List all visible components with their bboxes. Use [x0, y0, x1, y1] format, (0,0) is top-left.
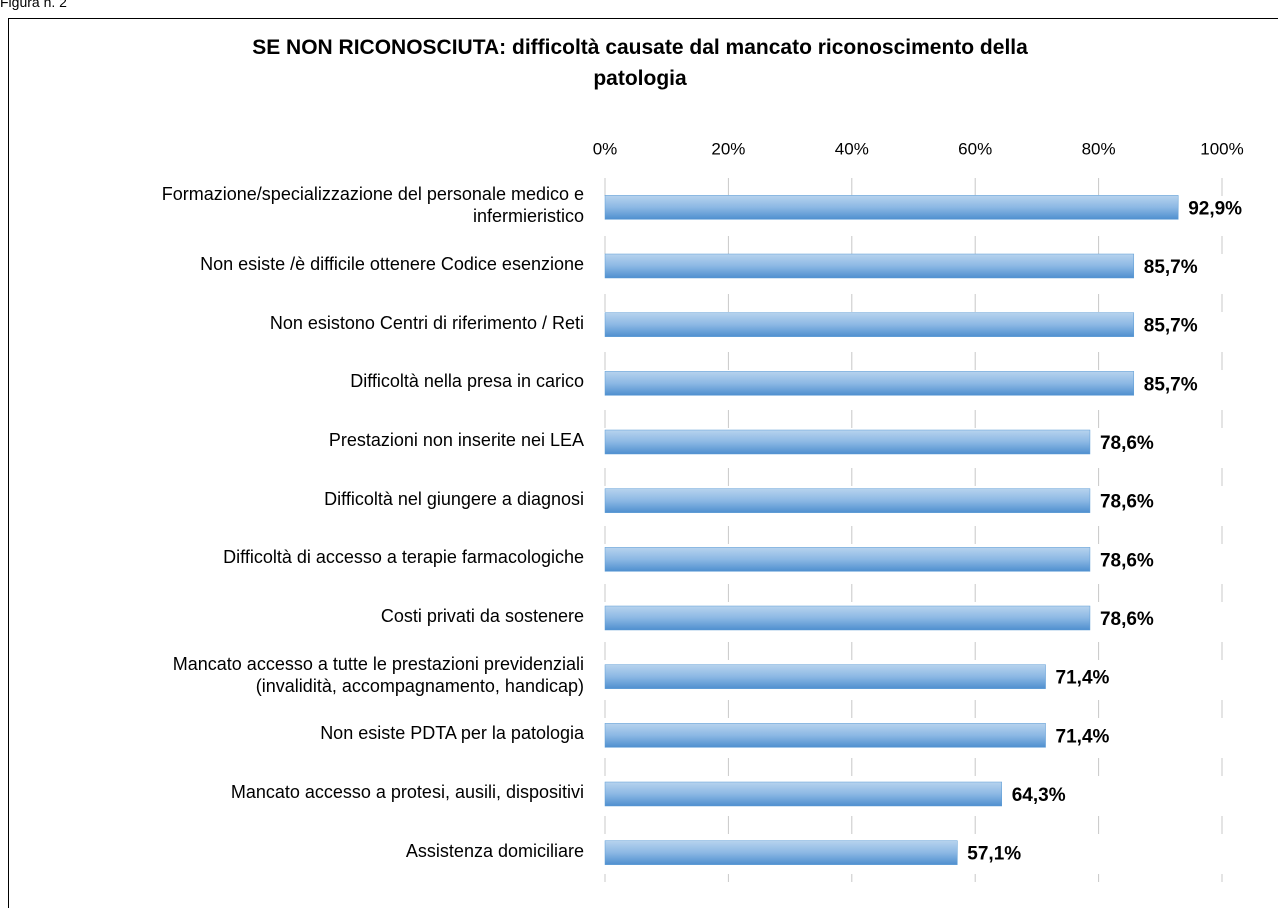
bar — [604, 488, 1091, 513]
value-label: 85,7% — [1144, 374, 1198, 395]
bar — [604, 664, 1046, 689]
bar — [604, 605, 1091, 631]
y-tick-label: Formazione/specializzazione del personal… — [161, 184, 584, 227]
bar — [604, 371, 1135, 396]
y-tick-label: Mancato accesso a protesi, ausili, dispo… — [230, 782, 584, 802]
y-tick-label: Costi privati da sostenere — [380, 606, 584, 626]
x-tick-label: 20% — [711, 139, 745, 158]
bar — [604, 840, 958, 865]
value-label: 78,6% — [1100, 433, 1154, 454]
y-tick-label: Non esiste /è difficile ottenere Codice … — [200, 254, 584, 274]
bar — [604, 253, 1135, 279]
x-tick-label: 0% — [593, 139, 618, 158]
bar — [604, 723, 1046, 748]
x-tick-label: 80% — [1082, 139, 1116, 158]
bar — [604, 312, 1135, 337]
x-tick-label: 100% — [1200, 139, 1243, 158]
value-label: 78,6% — [1100, 550, 1154, 571]
value-label: 71,4% — [1056, 726, 1110, 747]
bar — [604, 547, 1091, 572]
x-tick-label: 40% — [835, 139, 869, 158]
bar — [604, 781, 1002, 807]
y-tick-label: Difficoltà nella presa in carico — [350, 371, 584, 392]
chart-title: SE NON RICONOSCIUTA: difficoltà causate … — [252, 36, 1028, 90]
y-tick-label: Difficoltà di accesso a terapie farmacol… — [223, 547, 584, 568]
figure-label: Figura n. 2 — [0, 0, 67, 10]
value-label: 64,3% — [1012, 785, 1066, 806]
y-tick-label: Mancato accesso a tutte le prestazioni p… — [172, 653, 584, 696]
value-label: 92,9% — [1188, 198, 1242, 219]
value-label: 71,4% — [1056, 668, 1110, 689]
x-tick-label: 60% — [958, 139, 992, 158]
bar — [604, 195, 1179, 220]
value-label: 78,6% — [1100, 492, 1154, 513]
bar — [604, 429, 1091, 455]
y-tick-label: Prestazioni non inserite nei LEA — [328, 430, 584, 450]
y-tick-label: Assistenza domiciliare — [405, 840, 584, 861]
value-label: 85,7% — [1144, 257, 1198, 278]
y-tick-label: Non esistono Centri di riferimento / Ret… — [269, 312, 584, 333]
value-label: 78,6% — [1100, 609, 1154, 630]
chart-border — [8, 18, 1278, 908]
value-label: 85,7% — [1144, 316, 1198, 337]
value-label: 57,1% — [967, 844, 1021, 865]
y-tick-label: Non esiste PDTA per la patologia — [320, 723, 584, 744]
y-tick-label: Difficoltà nel giungere a diagnosi — [324, 488, 584, 509]
